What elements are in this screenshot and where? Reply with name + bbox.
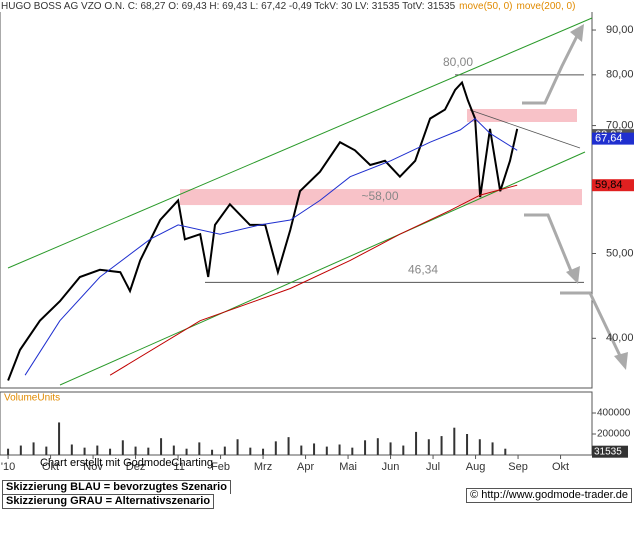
source-link[interactable]: © http://www.godmode-trader.de (466, 488, 632, 503)
x-tick-label: Okt (42, 461, 59, 473)
volume-bar (7, 448, 10, 455)
x-tick-label: '10 (1, 461, 15, 473)
volume-bar (249, 447, 252, 455)
volume-bar (402, 445, 405, 455)
footnote: Chart erstellt mit GodmodeCharting (40, 457, 214, 469)
volume-bar (325, 446, 328, 455)
scenario-arrow (522, 33, 580, 105)
last-value-box (592, 132, 634, 145)
y-tick-label: 70,00 (606, 119, 634, 131)
volume-title: VolumeUnits (4, 393, 60, 404)
arrow-head (566, 266, 580, 284)
resistance-zone (467, 109, 577, 122)
volume-bar (338, 444, 341, 455)
volume-bar (376, 438, 379, 455)
volume-bar (453, 427, 456, 455)
volume-bar (274, 441, 277, 455)
volume-bar (491, 442, 494, 455)
volume-bar (19, 445, 22, 455)
y-tick-label: 80,00 (606, 69, 634, 81)
moving-average (109, 184, 518, 376)
arrow-head (614, 352, 628, 370)
y-tick-label: 90,00 (606, 24, 634, 36)
volume-bar (415, 431, 418, 455)
volume-bar (83, 447, 86, 455)
volume-bar (32, 442, 35, 455)
header: HUGO BOSS AG VZO O.N. C: 68,27 O: 69,43 … (1, 1, 575, 12)
last-volume-label: 31535 (594, 446, 622, 457)
volume-bar (172, 445, 175, 455)
trend-line (469, 109, 581, 149)
volume-bar (427, 439, 430, 455)
x-tick-label: Mrz (254, 461, 272, 473)
y-tick-label: 400000 (597, 408, 631, 419)
volume-bar (45, 446, 48, 455)
x-tick-label: Jul (426, 461, 440, 473)
legend-ma200: move(200, 0) (517, 1, 576, 12)
x-tick-label: Okt (552, 461, 569, 473)
scenario-arrow (560, 291, 624, 361)
x-tick-label: Jun (382, 461, 400, 473)
x-tick-label: '11 (171, 461, 185, 473)
volume-bar (389, 442, 392, 455)
x-tick-label: Nov (83, 461, 103, 473)
x-tick-label: Feb (211, 461, 230, 473)
last-volume-box (592, 445, 628, 458)
level-label: 80,00 (443, 55, 473, 69)
volume-bar (466, 434, 469, 455)
volume-bar (109, 448, 112, 455)
moving-average (24, 117, 518, 376)
volume-bar (364, 440, 367, 455)
level-label: 46,34 (408, 263, 438, 277)
volume-bar (223, 446, 226, 455)
volume-bar (287, 437, 290, 455)
scenario-arrow (524, 213, 575, 277)
volume-bar (478, 439, 481, 455)
volume-bar (70, 444, 73, 455)
x-tick-label: Aug (466, 461, 486, 473)
header-bg (0, 0, 634, 12)
legend-blue: Skizzierung BLAU = bevorzugtes Szenario (2, 480, 231, 494)
level-label: ~58,00 (361, 189, 398, 203)
volume-bar (185, 448, 188, 455)
y-tick-label: 40,00 (606, 332, 634, 344)
volume-bar (96, 445, 99, 455)
channel-upper (7, 17, 593, 269)
volume-bar (313, 443, 316, 455)
volume-bar (134, 446, 137, 455)
volume-bar (58, 422, 61, 455)
legend-ma50: move(50, 0) (459, 1, 512, 12)
x-tick-label: Dez (126, 461, 146, 473)
x-tick-label: Mai (339, 461, 357, 473)
volume-bar (147, 447, 150, 455)
volume-bar (351, 447, 354, 455)
volume-bar (236, 439, 239, 455)
volume-bar (300, 445, 303, 455)
x-tick-label: Sep (508, 461, 528, 473)
volume-bar (504, 448, 507, 455)
arrow-head (570, 24, 584, 42)
volume-panel (0, 391, 593, 456)
y-tick-label: 200000 (597, 429, 631, 440)
volume-bar (121, 440, 124, 455)
volume-bar (262, 448, 265, 455)
price-line (7, 80, 519, 381)
volume-bar (440, 436, 443, 455)
last-value-label: 67,64 (595, 133, 623, 145)
volume-bar (160, 438, 163, 455)
legend-grey: Skizzierung GRAU = Alternativszenario (2, 494, 215, 509)
volume-bar (198, 442, 201, 455)
last-value-label: 59,84 (595, 179, 623, 191)
chart: HUGO BOSS AG VZO O.N. C: 68,27 O: 69,43 … (0, 0, 634, 473)
last-value-box (592, 179, 634, 192)
volume-bar (211, 449, 214, 455)
y-tick-label: 50,00 (606, 247, 634, 259)
x-tick-label: Apr (297, 461, 314, 473)
